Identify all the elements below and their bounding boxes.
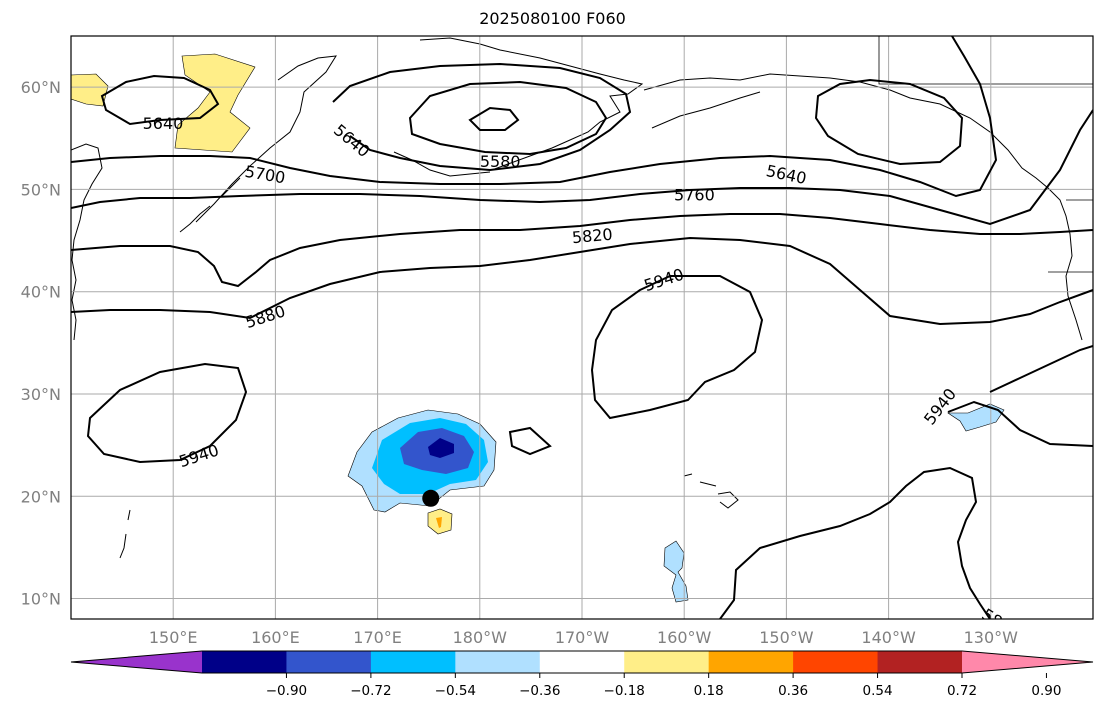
coastline-japan-islands [119, 509, 131, 559]
contour-5640-nw [100, 74, 220, 126]
anomaly-positive-small-core [436, 517, 442, 528]
contour-5820 [71, 213, 1093, 288]
coastline-asia-east [71, 143, 103, 341]
contour-label: 5640 [143, 114, 184, 133]
coastline-hawaii [683, 473, 739, 509]
latitude-tick-label: 50°N [21, 180, 61, 199]
border-alaska-canada [878, 36, 1093, 85]
latitude-ticks: 10°N 20°N 30°N 40°N 50°N 60°N [21, 78, 61, 608]
longitude-tick-label: 160°W [657, 628, 712, 647]
colorbar-swatch [202, 651, 287, 673]
map-frame [70, 35, 1094, 620]
anomaly-negative-core [428, 438, 454, 458]
colorbar-tick-label: −0.54 [435, 683, 476, 699]
longitude-tick-label: 170°E [353, 628, 402, 647]
anomaly-negative-east [947, 403, 1005, 432]
colorbar-tick-label: 0.90 [1031, 683, 1061, 699]
colorbar-swatch [370, 651, 456, 673]
longitude-tick-label: 140°W [861, 628, 916, 647]
coastline-alaska-south [643, 73, 1083, 341]
colorbar-tick-label: −0.90 [266, 683, 307, 699]
longitude-tick-label: 170°W [555, 628, 610, 647]
anomaly-fill [71, 53, 1005, 603]
latitude-tick-label: 10°N [21, 590, 61, 609]
colorbar-tick-label: 0.72 [947, 683, 977, 699]
latitude-tick-label: 20°N [21, 487, 61, 506]
contour-5700 [71, 36, 998, 198]
contour-5640-ne [814, 78, 964, 166]
contour-label: 5760 [674, 186, 715, 205]
colorbar-swatch [455, 651, 541, 673]
latitude-tick-label: 30°N [21, 385, 61, 404]
contour-label: 5820 [571, 225, 613, 247]
gridlines [71, 36, 1093, 619]
contour-5940-east [947, 345, 1093, 447]
longitude-ticks: 150°E 160°E 170°E 180°W 170°W 160°W 150°W 140°W… [149, 628, 1018, 647]
colorbar-swatch [624, 651, 710, 673]
anomaly-negative-south [663, 540, 689, 603]
colorbar-outline [70, 650, 1094, 674]
anomaly-positive-w [71, 73, 109, 107]
coastline-alaska [419, 37, 644, 171]
colorbar-tick-label: −0.72 [350, 683, 391, 699]
longitude-tick-label: 150°E [149, 628, 198, 647]
coastline-aleutians [393, 151, 491, 177]
colorbar-swatch [877, 651, 963, 673]
colorbar-swatch [793, 651, 879, 673]
coastlines [71, 37, 1083, 559]
latitude-tick-label: 40°N [21, 283, 61, 302]
contour-5940-west [86, 362, 248, 464]
borders [878, 36, 1093, 273]
colorbar-extend-low [71, 651, 202, 673]
colorbar-extend-high [962, 651, 1093, 673]
contour-5940-small [508, 426, 552, 456]
colorbar-swatch [539, 651, 625, 673]
coastline-kuril [179, 177, 241, 233]
colorbar: −0.90 −0.72 −0.54 −0.36 −0.18 0.18 0.36 0.54 0.7… [70, 650, 1094, 699]
longitude-tick-label: 150°W [759, 628, 814, 647]
colorbar-tick-label: 0.36 [778, 683, 808, 699]
colorbar-swatch [286, 651, 372, 673]
colorbar-tick-label: 0.18 [694, 683, 724, 699]
contour-5580-inner [468, 106, 520, 131]
coastline-kamchatka [195, 55, 337, 223]
storm-center-marker [422, 489, 440, 507]
colorbar-swatch [708, 651, 794, 673]
contour-5880 [71, 236, 1093, 326]
contour-5940-center [590, 275, 764, 420]
contour-5760 [71, 109, 1093, 226]
contour-5880-south [719, 466, 991, 619]
contour-5640 [332, 62, 632, 172]
height-contours [71, 36, 1093, 619]
longitude-tick-label: 180°W [453, 628, 508, 647]
colorbar-tick-label: −0.36 [519, 683, 560, 699]
contour-5580 [408, 80, 608, 156]
longitude-tick-label: 160°E [251, 628, 300, 647]
coastline-alaska-peninsula [651, 91, 761, 129]
colorbar-tick-label: −0.18 [604, 683, 645, 699]
colorbar-tick-label: 0.54 [863, 683, 893, 699]
longitude-tick-label: 130°W [964, 628, 1019, 647]
contour-label: 5580 [480, 152, 521, 171]
map-title: 2025080100 F060 [479, 9, 626, 28]
latitude-tick-label: 60°N [21, 78, 61, 97]
